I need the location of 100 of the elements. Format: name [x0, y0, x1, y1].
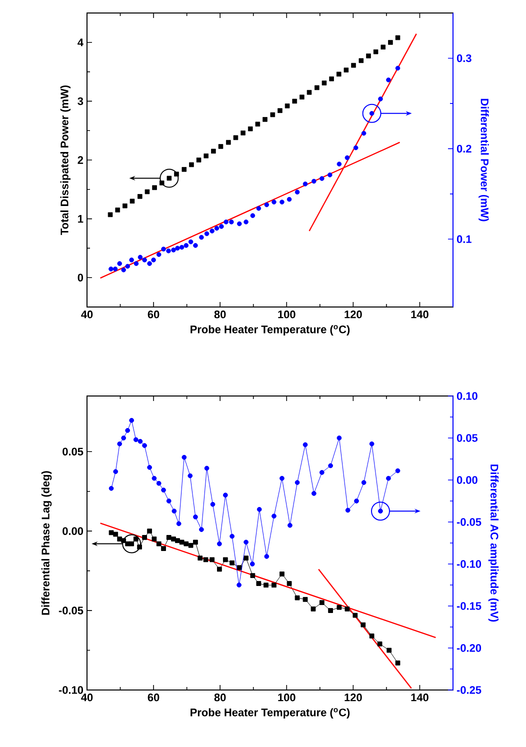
point — [250, 562, 255, 566]
point — [216, 541, 222, 546]
point — [226, 140, 231, 145]
point — [395, 468, 400, 474]
point — [388, 40, 393, 45]
point — [108, 212, 113, 218]
point — [264, 582, 268, 588]
y2-tick-label: 0.1 — [456, 235, 472, 244]
point — [152, 476, 157, 481]
point — [138, 254, 143, 260]
x-tick-label: 140 — [411, 694, 428, 702]
point — [182, 454, 187, 460]
point — [188, 542, 194, 548]
point — [171, 536, 176, 542]
point — [319, 470, 324, 475]
point — [386, 78, 391, 82]
x-tick-label: 40 — [81, 694, 93, 702]
point — [199, 234, 204, 240]
point — [214, 226, 220, 231]
y-axis-title: Total Dissipated Power (mW) — [60, 85, 71, 235]
x-tick-label: 100 — [278, 310, 296, 318]
point — [336, 604, 342, 610]
point — [166, 534, 172, 540]
point — [272, 582, 276, 588]
point — [386, 648, 392, 653]
point — [344, 155, 350, 160]
point — [250, 213, 256, 218]
point — [184, 541, 189, 546]
x-tick-label: 120 — [344, 310, 362, 318]
point — [144, 189, 150, 194]
point — [236, 582, 242, 588]
point — [344, 606, 350, 612]
point — [358, 58, 364, 64]
point — [378, 96, 383, 102]
point — [302, 182, 308, 186]
y2-tick-label: 0.05 — [456, 434, 478, 442]
point — [115, 208, 120, 212]
y-tick-label: 0 — [78, 274, 84, 282]
point — [161, 488, 166, 493]
point — [125, 264, 130, 269]
point — [286, 196, 292, 202]
x-tick-label: 120 — [344, 694, 362, 702]
point — [184, 243, 189, 248]
point — [129, 258, 134, 262]
point — [156, 252, 162, 257]
point — [166, 498, 172, 504]
point — [229, 220, 234, 224]
point — [152, 185, 157, 190]
point — [210, 502, 216, 507]
point — [172, 508, 177, 514]
point — [204, 466, 210, 471]
point — [121, 436, 126, 440]
point — [176, 521, 182, 526]
point — [147, 464, 152, 470]
y2-axis-title: Differential Power (mW) — [478, 98, 489, 222]
point — [319, 600, 324, 606]
y-tick-label: -0.10 — [58, 686, 84, 694]
point — [395, 660, 400, 666]
y2-tick-label: -0.10 — [456, 560, 482, 568]
point — [336, 72, 342, 77]
point — [193, 243, 198, 248]
point — [188, 239, 194, 244]
y-tick-label: 0.05 — [62, 448, 84, 456]
point — [272, 514, 276, 519]
point — [224, 220, 228, 224]
point — [211, 148, 216, 154]
point — [179, 244, 184, 250]
point — [129, 418, 134, 423]
point — [366, 54, 371, 58]
point — [113, 469, 118, 474]
point — [328, 172, 332, 178]
point — [354, 498, 359, 504]
y-axis-title: Differential Phase Lag (deg) — [41, 471, 52, 615]
point — [113, 532, 118, 537]
point — [147, 261, 152, 266]
point — [210, 228, 214, 234]
point — [248, 126, 253, 132]
point — [294, 480, 300, 485]
point — [219, 224, 224, 229]
point — [142, 258, 147, 262]
point — [133, 437, 138, 442]
point — [171, 248, 176, 252]
y-tick-label: 4 — [78, 38, 84, 46]
point — [280, 200, 284, 204]
point — [193, 514, 198, 520]
point — [310, 606, 316, 612]
point — [306, 90, 312, 95]
x-tick-label: 140 — [411, 310, 428, 318]
point — [336, 162, 342, 166]
point — [256, 206, 262, 211]
point — [380, 44, 386, 50]
point — [133, 536, 138, 542]
point — [312, 178, 316, 184]
x-tick-label: 60 — [148, 694, 160, 702]
y-tick-label: 2 — [78, 156, 84, 164]
point — [244, 556, 248, 561]
point — [138, 194, 142, 199]
x-axis-title: Probe Heater Temperature ($^{o}$C) — [190, 325, 350, 336]
point — [256, 581, 262, 586]
point — [386, 476, 391, 481]
